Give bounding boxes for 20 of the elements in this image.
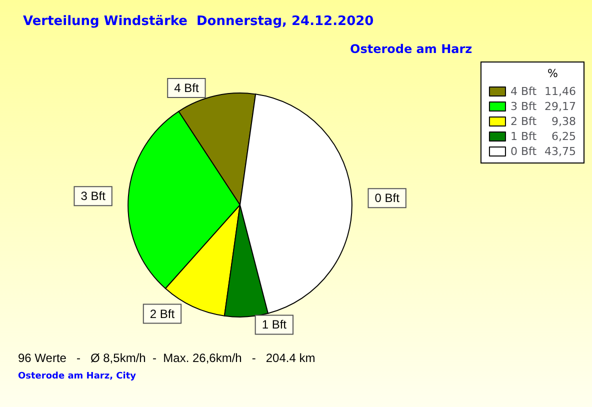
slice-label: 4 Bft <box>174 80 200 95</box>
chart-subtitle: Osterode am Harz <box>350 42 472 56</box>
data-label: 11,46 <box>544 85 576 98</box>
data-label: 6,25 <box>552 130 576 143</box>
data-label: 29,17 <box>544 100 576 113</box>
slice-label: 1 Bft <box>262 318 288 332</box>
chart-title: Verteilung Windstärke Donnerstag, 24.12.2020 <box>23 14 374 29</box>
text: Osterode am Harz, City <box>18 372 136 382</box>
slice-label: 0 Bft <box>374 191 400 206</box>
legend-label: 2 Bft <box>510 115 540 128</box>
slice-label: 2 Bft <box>150 306 176 321</box>
text: 96 Werte - Ø 8,5km/h - Max. 26,6km/h - 204.4 km <box>18 351 316 365</box>
legend-label: 0 Bft <box>510 145 540 158</box>
legend-label: 3 Bft <box>510 100 540 113</box>
legend-label: 1 Bft <box>510 130 540 143</box>
data-label: 43,75 <box>544 145 576 158</box>
data-label: 9,38 <box>552 115 576 128</box>
legend-label: 4 Bft <box>510 85 540 98</box>
legend-title: % <box>548 67 558 80</box>
slice-label: 3 Bft <box>80 189 106 204</box>
